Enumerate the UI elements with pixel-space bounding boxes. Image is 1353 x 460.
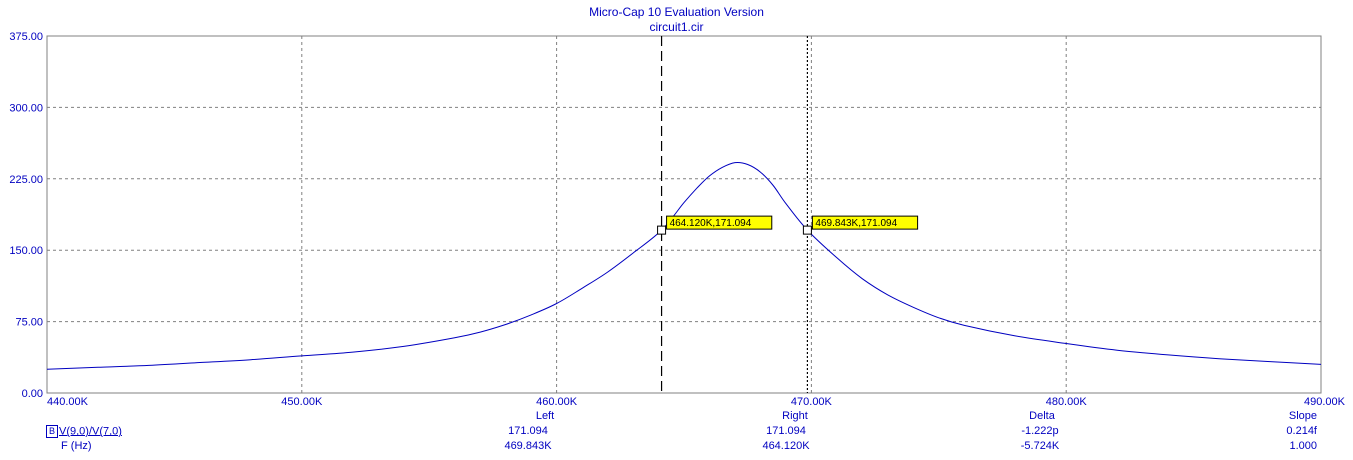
cell-left-x: 469.843K xyxy=(504,440,552,452)
cell-left-y: 171.094 xyxy=(508,425,548,437)
x-tick-label: 440.00K xyxy=(47,396,89,408)
y-tick-label: 300.00 xyxy=(9,102,43,114)
series-line xyxy=(46,161,1322,370)
cursor-label-box xyxy=(811,215,919,230)
cell-slope-y: 0.214f xyxy=(1286,425,1317,437)
x-tick-label: 460.00K xyxy=(536,396,578,408)
x-axis-ticks: 440.00K 450.00K 460.00K 470.00K 480.00K 490.0… xyxy=(47,396,1346,408)
x-row-label: F (Hz) xyxy=(61,440,92,452)
trace-badge[interactable]: B xyxy=(46,425,58,438)
x-tick-label: 450.00K xyxy=(281,396,323,408)
cursor-label: 469.843K,171.094 xyxy=(815,218,897,229)
y-tick-label: 0.00 xyxy=(22,388,43,400)
cursor-label: 464.120K,171.094 xyxy=(670,218,752,229)
cell-delta-x: -5.724K xyxy=(1020,440,1060,452)
cell-right-x: 464.120K xyxy=(762,440,810,452)
window-title: Micro-Cap 10 Evaluation Version xyxy=(589,5,764,19)
cell-delta-y: -1.222p xyxy=(1021,425,1059,437)
cursor-marker[interactable] xyxy=(657,225,667,235)
x-tick-label: 490.00K xyxy=(1304,396,1346,408)
col-header-slope: Slope xyxy=(1288,410,1317,422)
circuit-filename: circuit1.cir xyxy=(649,20,704,34)
trace-expression-link[interactable]: V(9,0)/V(7,0) xyxy=(59,425,122,438)
col-header-delta: Delta xyxy=(1029,410,1055,422)
cell-right-y: 171.094 xyxy=(766,425,806,437)
trace-row-label[interactable]: B V(9,0)/V(7,0) xyxy=(46,425,122,438)
cursor-marker[interactable] xyxy=(802,225,812,235)
x-tick-label: 480.00K xyxy=(1046,396,1088,408)
col-header-right: Right xyxy=(782,410,808,422)
y-tick-label: 375.00 xyxy=(9,31,43,43)
y-tick-label: 225.00 xyxy=(9,174,43,186)
y-tick-label: 150.00 xyxy=(9,245,43,257)
cursors[interactable]: 464.120K,171.094 469.843K,171.094 xyxy=(657,36,919,393)
y-axis-ticks: 0.00 75.00 150.00 225.00 300.00 375.00 xyxy=(9,31,43,400)
y-tick-label: 75.00 xyxy=(15,317,43,329)
col-header-left: Left xyxy=(535,410,555,422)
cursor-label-box xyxy=(666,215,773,230)
plot-frame xyxy=(46,35,1322,394)
cell-slope-x: 1.000 xyxy=(1289,440,1317,452)
grid-lines xyxy=(47,36,1321,393)
x-tick-label: 470.00K xyxy=(791,396,833,408)
